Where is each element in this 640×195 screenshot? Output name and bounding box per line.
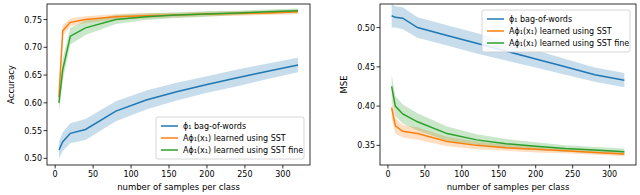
x-tick: [206, 165, 207, 169]
y-tick: [44, 130, 48, 131]
y-tick-label: 0.40: [357, 102, 375, 111]
y-tick-label: 0.50: [357, 24, 375, 33]
y-tick-label: 0.65: [24, 71, 42, 80]
x-tick: [169, 165, 170, 169]
frame: [47, 4, 310, 165]
x-axis-label: number of samples per class: [447, 182, 570, 192]
legend-swatch: [161, 149, 178, 151]
y-tick-label: 0.45: [357, 63, 375, 72]
frame: [380, 4, 636, 165]
x-tick-label: 300: [602, 170, 617, 179]
legend-label: Aϕ₁(x₁) learned using SST fine: [509, 39, 629, 48]
x-tick: [131, 165, 132, 169]
legend: ϕ₁ bag-of-words Aϕ₁(x₁) learned using SST…: [156, 117, 304, 159]
x-tick: [572, 165, 573, 169]
legend-swatch: [487, 42, 504, 44]
x-tick: [55, 165, 56, 169]
series-line: [392, 108, 625, 154]
y-axis-label: Accuracy: [6, 65, 16, 104]
y-axis-label: MSE: [339, 75, 349, 93]
legend-label: Aϕ₁(x₁) learned using SST: [183, 134, 286, 143]
x-tick-label: 0: [385, 170, 390, 179]
x-tick-label: 200: [528, 170, 543, 179]
x-tick: [387, 165, 388, 169]
legend-swatch: [161, 137, 178, 139]
y-tick: [377, 106, 381, 107]
legend-label: Aϕ₁(x₁) learned using SST fine: [183, 146, 303, 155]
x-tick-label: 150: [161, 170, 176, 179]
series-line: [59, 11, 298, 103]
x-tick-label: 100: [123, 170, 138, 179]
x-tick-label: 300: [275, 170, 290, 179]
y-tick-label: 0.50: [24, 154, 42, 163]
x-tick: [609, 165, 610, 169]
y-tick-label: 0.70: [24, 43, 42, 52]
y-tick: [44, 19, 48, 20]
x-tick-label: 250: [565, 170, 580, 179]
legend-swatch: [487, 30, 504, 32]
chart: 0 50 100 150 200 250 300 0.35 0.40 0.45 0.50 number…: [339, 4, 636, 192]
y-tick: [44, 47, 48, 48]
x-tick-label: 100: [454, 170, 469, 179]
legend-box: [482, 10, 630, 52]
y-tick-label: 0.60: [24, 99, 42, 108]
y-tick: [44, 75, 48, 76]
x-tick-label: 250: [237, 170, 252, 179]
x-tick-label: 200: [199, 170, 214, 179]
y-tick: [377, 27, 381, 28]
legend-label: ϕ₁ bag-of-words: [509, 15, 572, 24]
y-tick: [44, 158, 48, 159]
x-tick: [424, 165, 425, 169]
y-tick: [377, 145, 381, 146]
x-tick: [244, 165, 245, 169]
x-tick: [498, 165, 499, 169]
legend-swatch: [161, 125, 178, 127]
x-axis-label: number of samples per class: [117, 182, 240, 192]
legend-label: Aϕ₁(x₁) learned using SST: [509, 27, 612, 36]
legend-label: ϕ₁ bag-of-words: [183, 122, 246, 131]
x-tick-label: 50: [88, 170, 98, 179]
confidence-band: [392, 75, 625, 155]
figure: 0 50 100 150 200 250 300 0.50 0.55 0.60 0.65 0.70 0.…: [0, 0, 640, 195]
x-tick: [535, 165, 536, 169]
x-tick: [282, 165, 283, 169]
x-tick-label: 150: [491, 170, 506, 179]
y-tick: [377, 66, 381, 67]
series-line: [392, 86, 625, 151]
legend: ϕ₁ bag-of-words Aϕ₁(x₁) learned using SST…: [482, 10, 630, 52]
legend-box: [156, 117, 304, 159]
chart: 0 50 100 150 200 250 300 0.50 0.55 0.60 0.65 0.70 0.…: [6, 4, 310, 192]
x-tick-label: 0: [53, 170, 58, 179]
y-tick-label: 0.35: [357, 141, 375, 150]
x-tick: [461, 165, 462, 169]
y-tick-label: 0.55: [24, 127, 42, 136]
x-tick: [93, 165, 94, 169]
y-tick: [44, 102, 48, 103]
y-tick-label: 0.75: [24, 16, 42, 25]
x-tick-label: 50: [420, 170, 430, 179]
legend-swatch: [487, 18, 504, 20]
confidence-band: [59, 8, 298, 111]
